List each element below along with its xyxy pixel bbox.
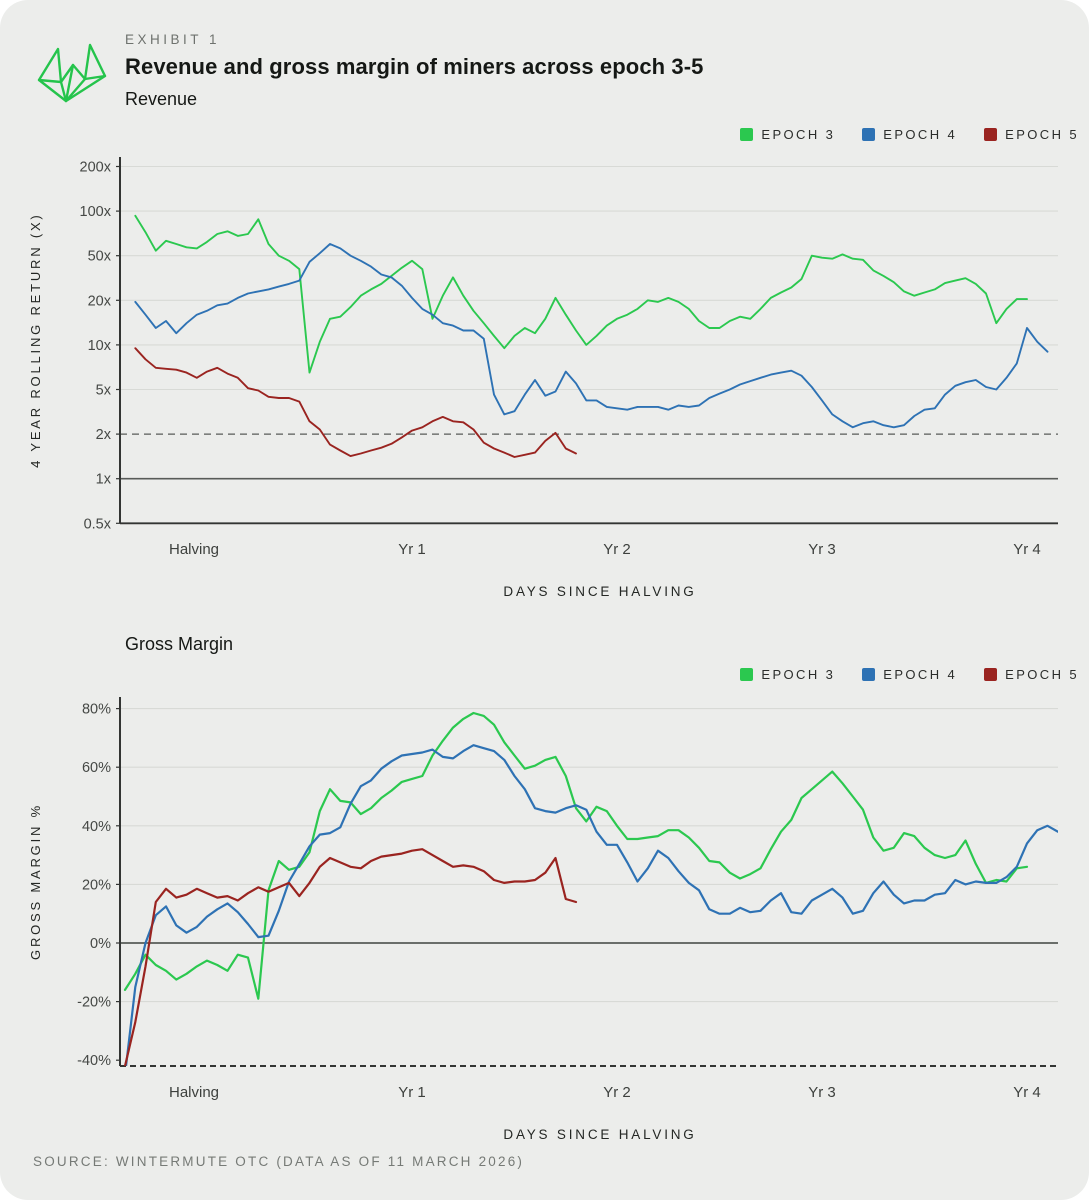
- svg-text:0%: 0%: [90, 936, 111, 952]
- legend-item-epoch5: EPOCH 5: [984, 127, 1079, 142]
- svg-text:DAYS SINCE HALVING: DAYS SINCE HALVING: [503, 1127, 696, 1142]
- page-title: Revenue and gross margin of miners acros…: [125, 54, 704, 79]
- svg-text:Yr 2: Yr 2: [603, 1084, 631, 1101]
- svg-text:100x: 100x: [80, 204, 112, 220]
- legend-item-epoch4: EPOCH 4: [862, 127, 957, 142]
- svg-text:50x: 50x: [88, 249, 112, 265]
- svg-text:10x: 10x: [88, 338, 112, 354]
- svg-text:200x: 200x: [80, 160, 112, 176]
- legend-item-epoch3: EPOCH 3: [740, 127, 835, 142]
- svg-text:5x: 5x: [96, 383, 112, 399]
- source-note: SOURCE: WINTERMUTE OTC (DATA AS OF 11 MA…: [33, 1154, 525, 1169]
- svg-text:Halving: Halving: [169, 1084, 219, 1101]
- svg-text:GROSS MARGIN %: GROSS MARGIN %: [28, 803, 43, 960]
- svg-text:Yr 2: Yr 2: [603, 541, 631, 558]
- exhibit-label: EXHIBIT 1: [125, 32, 221, 47]
- svg-text:1x: 1x: [96, 472, 112, 488]
- svg-text:Halving: Halving: [169, 541, 219, 558]
- chart2-subtitle: Gross Margin: [125, 634, 234, 654]
- svg-text:Yr 3: Yr 3: [808, 541, 836, 558]
- legend-item-epoch5: EPOCH 5: [984, 667, 1079, 682]
- svg-text:Yr 1: Yr 1: [398, 541, 426, 558]
- svg-text:Yr 4: Yr 4: [1013, 1084, 1041, 1101]
- svg-text:Yr 4: Yr 4: [1013, 541, 1041, 558]
- svg-text:20%: 20%: [82, 877, 111, 893]
- epoch3-swatch-icon: [740, 668, 754, 681]
- legend-item-epoch4: EPOCH 4: [862, 667, 957, 682]
- svg-text:60%: 60%: [82, 760, 111, 776]
- svg-text:40%: 40%: [82, 819, 111, 835]
- chart1-subtitle: Revenue: [125, 89, 198, 109]
- svg-text:2x: 2x: [96, 427, 112, 443]
- svg-text:DAYS SINCE HALVING: DAYS SINCE HALVING: [503, 584, 696, 599]
- svg-text:0.5x: 0.5x: [84, 516, 112, 532]
- svg-text:Yr 3: Yr 3: [808, 1084, 836, 1101]
- svg-text:Yr 1: Yr 1: [398, 1084, 426, 1101]
- legend-chart1: EPOCH 3 EPOCH 4 EPOCH 5: [740, 127, 1079, 142]
- wintermute-logo-icon: [37, 43, 107, 103]
- epoch5-swatch-icon: [984, 128, 998, 141]
- svg-text:-20%: -20%: [77, 995, 111, 1011]
- svg-text:20x: 20x: [88, 293, 112, 309]
- epoch4-swatch-icon: [862, 668, 876, 681]
- svg-text:80%: 80%: [82, 702, 111, 718]
- legend-chart2: EPOCH 3 EPOCH 4 EPOCH 5: [740, 667, 1079, 682]
- svg-text:-40%: -40%: [77, 1053, 111, 1069]
- svg-text:4 YEAR ROLLING RETURN (X): 4 YEAR ROLLING RETURN (X): [28, 212, 43, 467]
- legend-item-epoch3: EPOCH 3: [740, 667, 835, 682]
- epoch3-swatch-icon: [740, 128, 754, 141]
- epoch4-swatch-icon: [862, 128, 876, 141]
- epoch5-swatch-icon: [984, 668, 998, 681]
